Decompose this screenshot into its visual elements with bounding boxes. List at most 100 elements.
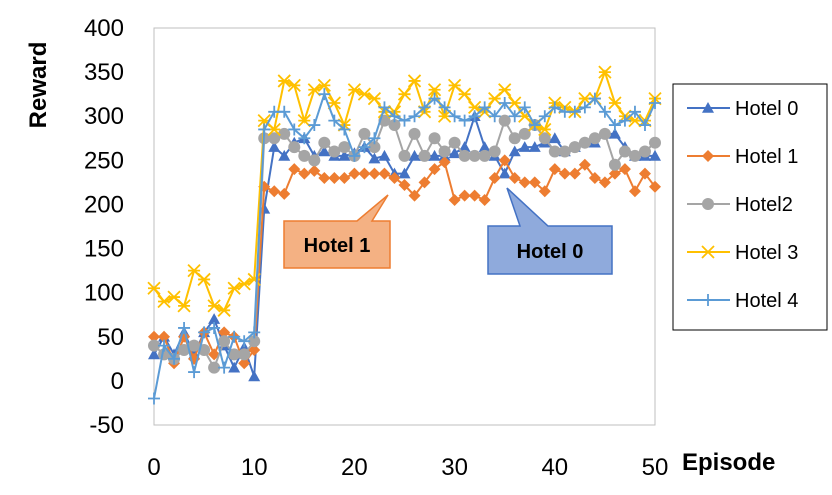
y-axis-ticks: -50 0 50 100 150 200 250 300 350 400 (84, 15, 124, 439)
data-point-hotel-0 (508, 145, 521, 157)
data-point-hotel-1 (508, 171, 521, 184)
data-point-hotel-1 (238, 357, 251, 370)
data-point-hotel2 (318, 136, 331, 149)
data-point-hotel-1 (649, 180, 661, 193)
callout-hotel-1-text: Hotel 1 (304, 235, 371, 257)
data-point-hotel-0 (268, 141, 281, 152)
data-point-hotel-3-stroke (247, 272, 261, 287)
data-point-hotel-1 (468, 189, 481, 202)
x-tick-label: 20 (341, 454, 368, 481)
data-point-hotel-3-stroke (227, 281, 241, 295)
data-point-hotel-3 (397, 87, 412, 101)
data-point-hotel-1 (448, 194, 461, 207)
data-point-hotel-4 (308, 119, 321, 132)
data-point-hotel-0 (368, 152, 381, 164)
legend-label-hotel-1: Hotel 1 (735, 146, 798, 168)
data-point-hotel-3 (357, 87, 372, 101)
data-point-hotel-4 (418, 101, 431, 114)
data-point-hotel-3 (267, 122, 281, 137)
data-point-hotel-4 (148, 392, 160, 405)
data-point-hotel-4 (578, 101, 591, 114)
legend-label-hotel-0: Hotel 0 (735, 98, 798, 120)
data-point-hotel2 (308, 154, 321, 167)
data-point-hotel-4 (588, 92, 601, 105)
data-point-hotel-4 (198, 326, 211, 339)
legend-marker-hotel-3 (701, 245, 715, 259)
data-point-hotel-1 (278, 187, 291, 200)
legend-marker-hotel2 (702, 198, 714, 210)
data-point-hotel-3-stroke (157, 294, 171, 309)
series-layer (147, 65, 662, 405)
data-point-hotel-4 (488, 110, 501, 123)
data-point-hotel-4 (448, 110, 461, 123)
data-point-hotel-4 (318, 88, 331, 101)
legend: Hotel 0 Hotel 1 Hotel2 Hotel 3 Hotel 4 (672, 83, 828, 331)
data-point-hotel-3-stroke (267, 122, 281, 137)
data-point-hotel-3-stroke (147, 281, 161, 295)
data-point-hotel-4 (468, 110, 481, 123)
data-point-hotel-1 (428, 163, 441, 176)
data-point-hotel-0 (318, 145, 331, 157)
legend-marker-hotel-1 (702, 150, 714, 162)
y-tick-label: -50 (89, 412, 124, 439)
data-point-hotel-3 (498, 83, 512, 97)
x-tick-label: 30 (441, 454, 468, 481)
data-point-hotel-3 (197, 272, 211, 287)
data-point-hotel-4 (158, 339, 171, 352)
data-point-hotel2 (498, 114, 511, 127)
x-tick-label: 50 (642, 454, 669, 481)
data-point-hotel-1 (158, 330, 171, 343)
data-point-hotel-3 (317, 78, 331, 92)
data-point-hotel-1 (308, 164, 321, 177)
data-point-hotel-4 (438, 101, 451, 114)
data-point-hotel-3 (207, 299, 221, 313)
data-point-hotel2 (488, 145, 501, 158)
data-point-hotel-3 (307, 83, 321, 97)
data-point-hotel-3-stroke (297, 113, 311, 128)
data-point-hotel-4 (428, 92, 441, 105)
data-point-hotel-3-stroke (598, 65, 612, 79)
data-point-hotel-4 (508, 110, 521, 123)
data-point-hotel-3-stroke (177, 299, 191, 313)
data-point-hotel-4 (558, 105, 571, 118)
x-tick-label: 10 (241, 454, 268, 481)
legend-item-hotel-1: Hotel 1 (687, 146, 798, 168)
data-point-hotel-4 (288, 123, 301, 136)
data-point-hotel-4 (528, 119, 541, 132)
data-point-hotel-1 (348, 167, 361, 180)
series-hotel-4 (148, 88, 661, 405)
data-point-hotel2 (478, 149, 491, 162)
data-point-hotel-0 (448, 147, 461, 159)
data-point-hotel-4 (248, 326, 261, 339)
data-point-hotel-0 (458, 141, 471, 152)
data-point-hotel2 (558, 145, 571, 158)
data-point-hotel-4 (538, 110, 551, 123)
y-tick-label: 100 (84, 280, 124, 307)
data-point-hotel-3 (407, 74, 422, 88)
data-point-hotel2 (649, 136, 661, 149)
data-point-hotel-1 (408, 189, 421, 202)
data-point-hotel-4 (498, 96, 511, 109)
callout-hotel-0: Hotel 0 (487, 187, 613, 275)
data-point-hotel2 (628, 149, 641, 162)
data-point-hotel-1 (248, 344, 261, 357)
data-point-hotel-0 (649, 149, 661, 161)
data-point-hotel-3-stroke (538, 122, 552, 137)
data-point-hotel-3-stroke (237, 277, 251, 291)
data-point-hotel-0 (398, 167, 411, 179)
data-point-hotel-3 (277, 74, 291, 88)
data-point-hotel2 (518, 127, 531, 140)
data-point-hotel-3-stroke (277, 74, 291, 88)
x-tick-label: 0 (147, 454, 160, 481)
data-point-hotel-3-stroke (217, 303, 231, 317)
data-point-hotel2 (438, 145, 451, 158)
data-point-hotel-3-stroke (317, 78, 331, 92)
x-tick-label: 40 (541, 454, 568, 481)
data-point-hotel-4 (278, 105, 291, 118)
y-tick-label: 250 (84, 147, 124, 174)
data-point-hotel-3 (297, 113, 311, 128)
data-point-hotel2 (188, 339, 201, 352)
data-point-hotel-0 (428, 149, 441, 161)
data-point-hotel-4 (408, 110, 421, 123)
